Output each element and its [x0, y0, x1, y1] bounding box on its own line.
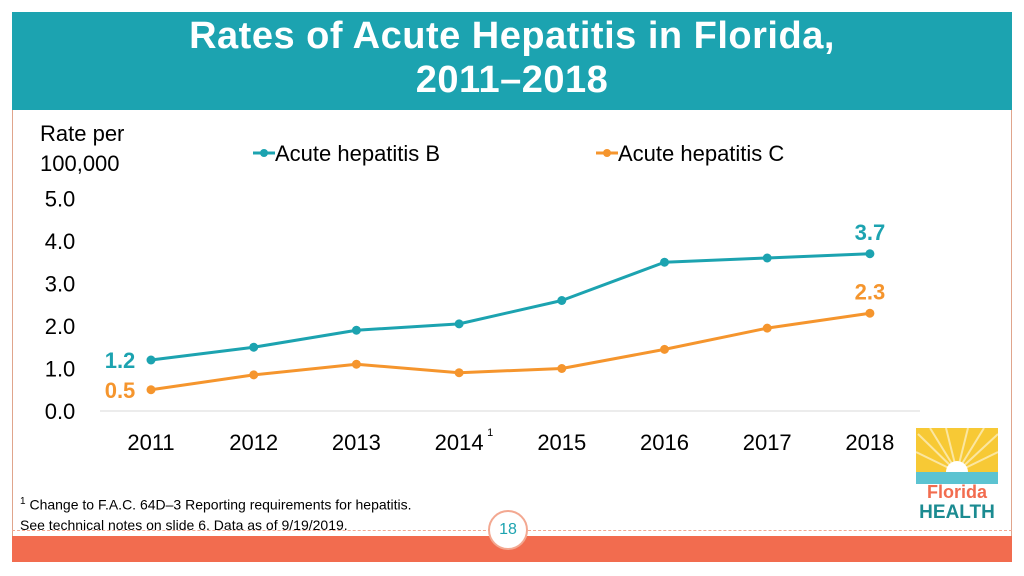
footnote-line-2: See technical notes on slide 6. Data as …: [20, 516, 348, 533]
footnote-line-1: Change to F.A.C. 64D–3 Reporting require…: [29, 496, 412, 513]
data-label-end: 3.7: [855, 220, 886, 245]
data-point: [660, 344, 669, 354]
logo-water: [916, 472, 998, 484]
y-axis-label-line-2: 100,000: [40, 151, 120, 176]
data-label-start: 1.2: [105, 348, 136, 373]
series-line: [150, 252, 870, 362]
x-tick-superscript: 1: [487, 427, 493, 439]
data-point: [146, 355, 156, 365]
title-banner: [12, 12, 1012, 110]
legend-marker: [260, 149, 268, 157]
logo-text-florida: Florida: [927, 482, 988, 502]
y-axis-label-line-1: Rate per: [40, 121, 125, 146]
legend-marker: [603, 149, 611, 157]
x-tick-label: 2013: [332, 430, 381, 455]
data-point: [454, 368, 464, 378]
y-tick-label: 2.0: [45, 314, 76, 339]
y-tick-label: 1.0: [45, 357, 76, 382]
data-point: [557, 296, 567, 305]
data-point: [454, 319, 464, 329]
y-tick-label: 3.0: [45, 272, 76, 297]
data-point: [557, 364, 567, 373]
data-point: [762, 253, 772, 263]
data-point: [249, 370, 259, 380]
data-point: [351, 325, 361, 335]
footnote: 1 Change to F.A.C. 64D–3 Reporting requi…: [20, 492, 412, 535]
x-tick-label: 2017: [743, 430, 792, 455]
florida-health-logo: Florida HEALTH: [916, 428, 998, 520]
slide-title: Rates of Acute Hepatitis in Florida, 201…: [12, 14, 1012, 102]
x-tick-label: 2015: [537, 430, 586, 455]
legend-label: Acute hepatitis C: [618, 141, 784, 166]
data-point: [865, 308, 875, 318]
data-point: [660, 257, 669, 267]
page-number: 18: [488, 510, 528, 550]
x-tick-label: 2012: [229, 430, 278, 455]
data-point: [249, 342, 259, 352]
data-point: [351, 359, 361, 369]
y-tick-label: 0.0: [45, 399, 76, 424]
data-label-end: 2.3: [855, 279, 886, 304]
footnote-marker: 1: [20, 496, 26, 507]
x-tick-label: 2018: [845, 430, 894, 455]
title-line-1: Rates of Acute Hepatitis in Florida,: [189, 15, 835, 57]
x-tick-label: 2014: [435, 430, 484, 455]
data-label-start: 0.5: [105, 378, 136, 403]
y-axis-label: Rate per 100,000: [40, 119, 170, 179]
data-point: [762, 323, 772, 333]
y-tick-label: 5.0: [45, 187, 76, 212]
legend-label: Acute hepatitis B: [275, 141, 440, 166]
y-tick-label: 4.0: [45, 229, 76, 254]
series-line: [150, 311, 871, 392]
title-line-2: 2011–2018: [415, 59, 609, 101]
x-tick-label: 2011: [127, 430, 174, 455]
x-tick-label: 2016: [640, 430, 689, 455]
data-point: [146, 385, 156, 395]
data-point: [865, 249, 875, 259]
logo-text-health: HEALTH: [919, 502, 995, 520]
